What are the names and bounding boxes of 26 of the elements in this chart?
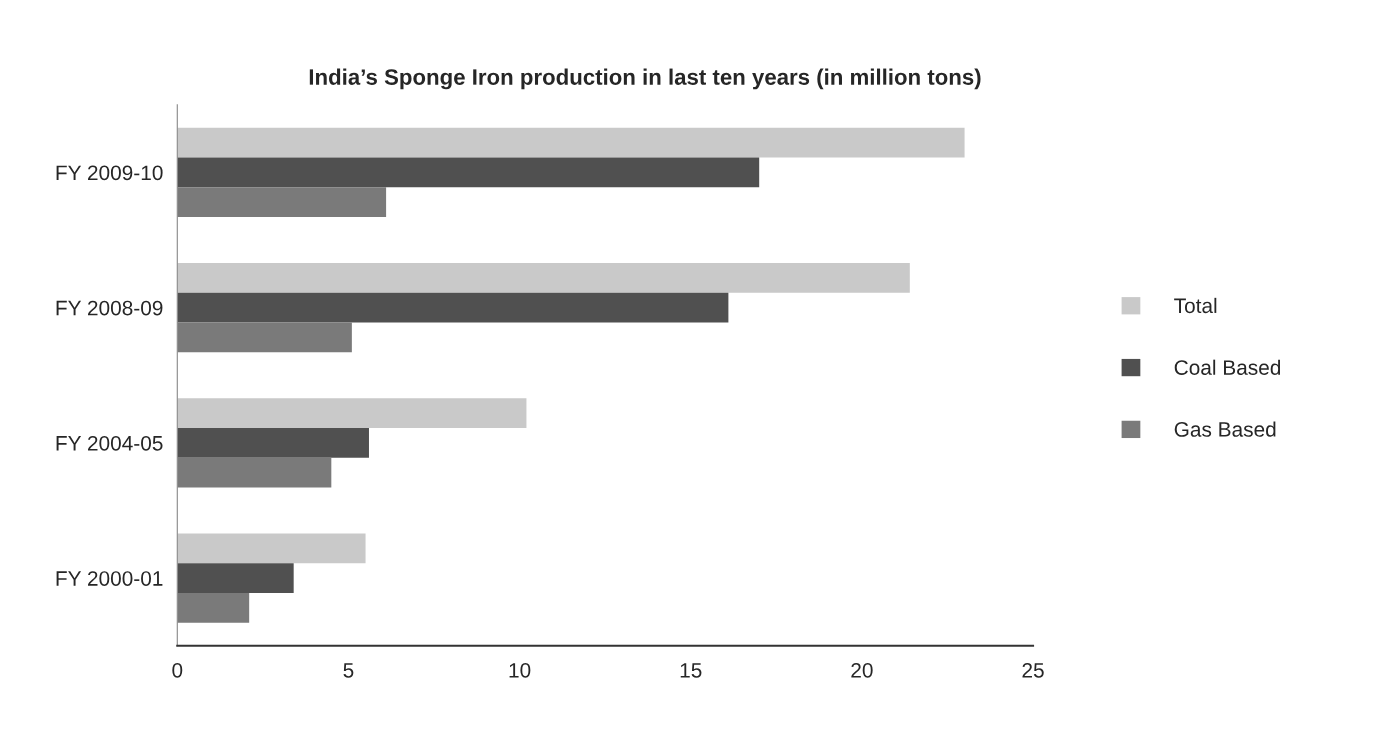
y-tick-label: FY 2004-05 (56, 435, 163, 451)
x-tick-label: 0 (172, 662, 183, 678)
bar (177, 398, 527, 429)
bar (177, 127, 965, 158)
x-tick-label: 25 (1022, 662, 1044, 678)
chart-title: India’s Sponge Iron production in last ten years (in million tons) (309, 68, 981, 90)
x-tick-label: 10 (509, 662, 531, 678)
y-tick-label: FY 2000-01 (56, 571, 163, 586)
bar (177, 563, 294, 594)
bar (177, 187, 387, 218)
legend-label: Gas Based (1174, 421, 1276, 437)
x-tick-label: 20 (851, 662, 873, 678)
x-tick-label: 15 (680, 663, 702, 678)
legend-label: Total (1174, 297, 1217, 314)
bar (177, 157, 760, 188)
bar (177, 292, 729, 323)
y-tick-label: FY 2009-10 (56, 165, 163, 181)
legend-label: Coal Based (1174, 359, 1281, 375)
y-tick-label: FY 2008-09 (56, 300, 163, 316)
bar (177, 457, 332, 488)
bar (177, 428, 369, 458)
bar (177, 322, 352, 353)
bar (177, 593, 250, 623)
x-tick-label: 5 (343, 663, 354, 678)
bar (177, 533, 366, 564)
bar (177, 263, 910, 293)
